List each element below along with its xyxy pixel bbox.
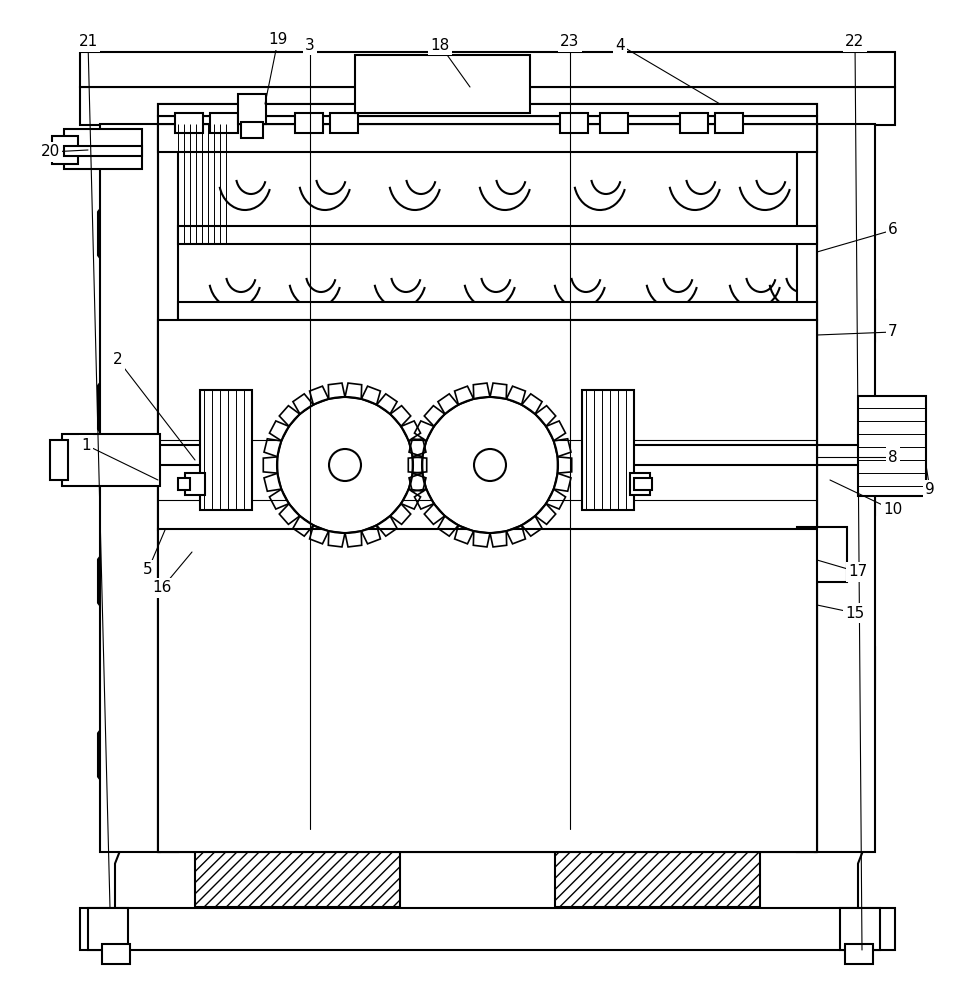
Bar — [560, 113, 588, 133]
Text: 22: 22 — [845, 34, 865, 49]
Bar — [797, 527, 847, 582]
Text: 9: 9 — [925, 483, 935, 497]
Bar — [88, 908, 128, 950]
Bar — [158, 104, 817, 116]
Bar — [582, 390, 634, 510]
Bar — [840, 908, 880, 950]
Bar — [238, 94, 266, 124]
Bar — [241, 122, 263, 138]
Bar — [815, 124, 875, 852]
Text: 5: 5 — [143, 562, 153, 578]
Bar — [178, 302, 817, 320]
Bar — [175, 113, 203, 133]
Text: 4: 4 — [615, 37, 625, 52]
Bar — [210, 113, 238, 133]
Bar — [158, 124, 178, 852]
Bar — [80, 908, 895, 950]
Bar — [634, 478, 652, 490]
Bar — [52, 136, 78, 164]
Bar — [64, 146, 142, 156]
Text: 2: 2 — [113, 353, 123, 367]
Bar — [330, 113, 358, 133]
Bar — [80, 87, 895, 125]
Bar — [158, 104, 817, 124]
Bar — [200, 390, 252, 510]
Text: 10: 10 — [883, 502, 903, 518]
Text: 15: 15 — [845, 605, 865, 620]
Circle shape — [277, 397, 413, 533]
Text: 6: 6 — [888, 223, 898, 237]
Text: 1: 1 — [81, 438, 91, 452]
Text: 7: 7 — [888, 324, 898, 340]
Text: 21: 21 — [78, 34, 98, 49]
Bar — [845, 944, 873, 964]
Bar — [295, 113, 323, 133]
Bar — [158, 124, 817, 152]
Bar — [50, 440, 68, 480]
Text: 19: 19 — [268, 32, 288, 47]
Bar — [158, 320, 817, 530]
Bar — [555, 829, 760, 907]
Bar — [158, 529, 817, 852]
Bar — [797, 124, 817, 852]
Bar — [158, 116, 817, 124]
Bar — [195, 829, 400, 907]
Text: 23: 23 — [561, 34, 580, 49]
Bar — [858, 396, 926, 496]
Bar — [178, 530, 223, 552]
Bar — [680, 113, 708, 133]
Bar — [185, 550, 213, 566]
Text: 8: 8 — [888, 450, 898, 464]
Bar — [178, 478, 190, 490]
Bar — [178, 226, 817, 244]
Bar — [62, 434, 160, 486]
Circle shape — [422, 397, 558, 533]
Bar — [185, 473, 205, 495]
Bar — [100, 124, 160, 852]
Bar — [355, 55, 530, 113]
Text: 16: 16 — [152, 580, 172, 595]
Bar — [80, 52, 895, 87]
Text: 17: 17 — [848, 564, 868, 580]
Text: 20: 20 — [40, 144, 59, 159]
Bar — [102, 944, 130, 964]
Bar — [630, 473, 650, 495]
Bar — [64, 129, 142, 169]
Bar — [600, 113, 628, 133]
Text: 18: 18 — [430, 37, 449, 52]
Bar — [715, 113, 743, 133]
Text: 3: 3 — [305, 37, 315, 52]
